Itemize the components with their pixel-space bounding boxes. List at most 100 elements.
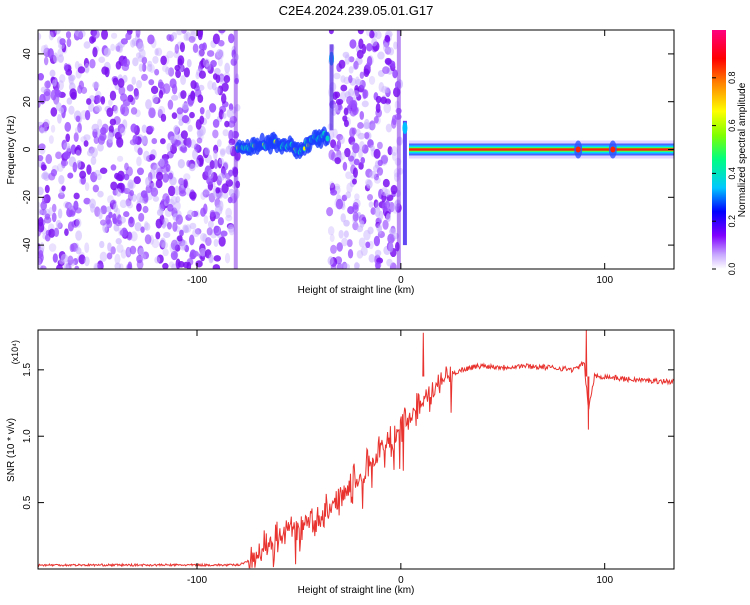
colorbar-tick-label: 0.0 — [727, 263, 737, 276]
noise-cell — [83, 41, 91, 49]
noise-cell — [140, 136, 146, 145]
noise-cell — [48, 31, 54, 41]
noise-cell — [186, 137, 192, 148]
noise-cell — [117, 123, 126, 134]
noise-cell — [204, 146, 210, 156]
noise-cell — [78, 80, 85, 90]
noise-cell — [194, 159, 200, 168]
noise-cell — [145, 184, 153, 194]
y-tick-label: 0.5 — [22, 495, 33, 509]
noise-cell — [38, 256, 43, 265]
noise-cell — [209, 160, 215, 170]
noise-cell — [116, 155, 124, 162]
noise-cell — [353, 60, 359, 70]
noise-cell — [123, 211, 130, 218]
noise-cell — [354, 84, 359, 95]
noise-cell — [157, 105, 166, 116]
noise-cell — [108, 99, 113, 106]
noise-cell — [198, 70, 206, 79]
noise-cell — [115, 188, 122, 197]
noise-cell — [389, 228, 397, 235]
y-tick-label: -40 — [22, 237, 33, 252]
noise-cell — [203, 203, 208, 215]
noise-cell — [134, 221, 142, 232]
noise-cell — [138, 247, 145, 256]
noise-cell — [213, 144, 219, 154]
noise-cell — [86, 149, 94, 157]
noise-cell — [160, 55, 167, 66]
noise-cell — [57, 113, 62, 124]
noise-cell — [142, 205, 149, 214]
noise-cell — [148, 154, 156, 161]
noise-cell — [180, 90, 187, 99]
noise-cell — [65, 31, 72, 39]
noise-cell — [208, 254, 214, 264]
noise-cell — [170, 195, 178, 205]
noise-cell — [205, 236, 212, 247]
noise-cell — [63, 142, 71, 150]
noise-cell — [197, 94, 204, 103]
noise-cell — [225, 214, 233, 222]
noise-cell — [73, 192, 80, 200]
noise-cell — [365, 30, 371, 37]
noise-cell — [355, 79, 363, 86]
noise-cell — [156, 171, 164, 181]
band-bump-peak — [575, 146, 581, 153]
noise-cell — [161, 241, 169, 249]
noise-cell — [344, 147, 351, 158]
noise-cell — [390, 184, 398, 195]
noise-cell — [374, 261, 382, 269]
noise-cell — [359, 110, 365, 120]
noise-cell — [122, 58, 130, 68]
noise-cell — [382, 219, 389, 230]
noise-cell — [188, 36, 196, 43]
noise-cell — [90, 156, 97, 165]
noise-cell — [38, 228, 41, 237]
noise-cell — [150, 85, 159, 95]
noise-cell — [145, 176, 151, 187]
noise-cell — [349, 39, 357, 49]
noise-cell — [75, 149, 81, 157]
noise-cell — [192, 43, 199, 54]
noise-cell — [112, 77, 119, 86]
colorbar-tick-label: 0.2 — [727, 215, 737, 228]
noise-cell — [326, 206, 334, 217]
noise-cell — [178, 190, 187, 197]
boundary-streak — [396, 30, 401, 269]
noise-cell — [147, 125, 155, 133]
noise-cell — [110, 43, 116, 52]
noise-cell — [61, 43, 67, 53]
noise-cell — [84, 109, 91, 121]
noise-cell — [179, 42, 185, 53]
noise-cell — [184, 244, 190, 253]
noise-cell — [137, 147, 143, 156]
noise-cell — [354, 193, 360, 201]
noise-cell — [174, 43, 180, 54]
noise-cell — [115, 45, 121, 52]
noise-cell — [183, 225, 190, 234]
noise-cell — [38, 154, 44, 162]
noise-cell — [59, 38, 66, 46]
noise-cell — [44, 184, 50, 194]
noise-cell — [68, 210, 76, 217]
noise-cell — [213, 225, 220, 234]
noise-cell — [76, 159, 82, 169]
noise-cell — [330, 189, 338, 196]
x-tick-label: -100 — [187, 275, 207, 286]
y-tick-label: 20 — [22, 96, 33, 108]
noise-cell — [91, 123, 100, 132]
noise-cell — [363, 118, 370, 129]
noise-cell — [189, 191, 197, 200]
noise-cell — [99, 240, 105, 249]
noise-cell — [380, 96, 388, 104]
noise-cell — [180, 75, 187, 86]
noise-cell — [183, 178, 188, 189]
noise-cell — [152, 56, 159, 64]
noise-cell — [384, 86, 390, 94]
noise-cell — [386, 258, 393, 267]
noise-cell — [143, 221, 149, 231]
noise-cell — [135, 52, 141, 59]
noise-cell — [147, 34, 155, 45]
x-tick-label: 0 — [398, 575, 404, 586]
noise-cell — [136, 254, 143, 264]
